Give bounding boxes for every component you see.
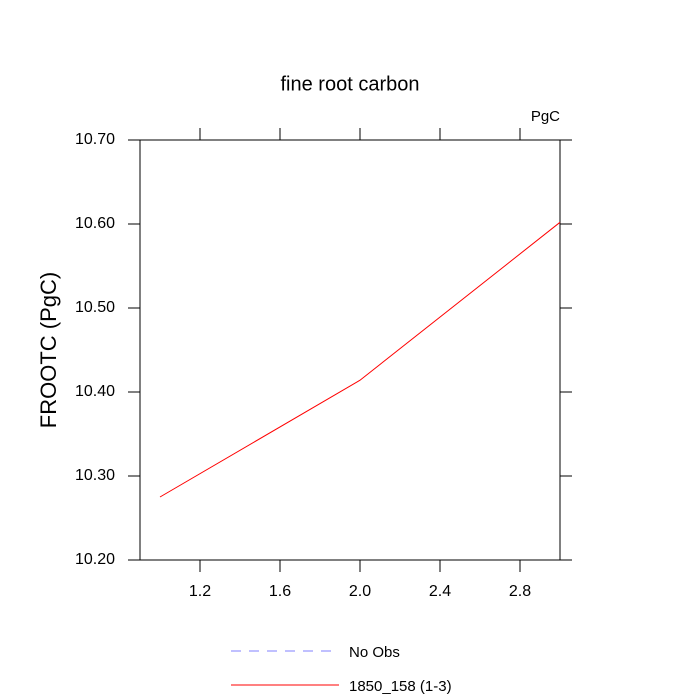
y-tick-label: 10.50 bbox=[75, 299, 115, 316]
x-tick-label: 2.4 bbox=[429, 583, 451, 600]
y-axis-label: FROOTC (PgC) bbox=[36, 272, 61, 428]
y-tick-label: 10.30 bbox=[75, 467, 115, 484]
y-tick-label: 10.40 bbox=[75, 383, 115, 400]
x-tick-label: 1.2 bbox=[189, 583, 211, 600]
plot-frame bbox=[139, 139, 561, 561]
y-tick-label: 10.20 bbox=[75, 551, 115, 568]
legend-label: No Obs bbox=[349, 644, 400, 661]
annotation: PgC bbox=[531, 108, 560, 125]
y-tick-label: 10.60 bbox=[75, 215, 115, 232]
x-tick-label: 2.8 bbox=[509, 583, 531, 600]
chart-title: fine root carbon bbox=[281, 73, 420, 95]
legend-label: 1850_158 (1-3) bbox=[349, 678, 452, 695]
y-tick-label: 10.70 bbox=[75, 131, 115, 148]
series-line bbox=[159, 221, 561, 498]
x-tick-label: 1.6 bbox=[269, 583, 291, 600]
x-tick-label: 2.0 bbox=[349, 583, 371, 600]
